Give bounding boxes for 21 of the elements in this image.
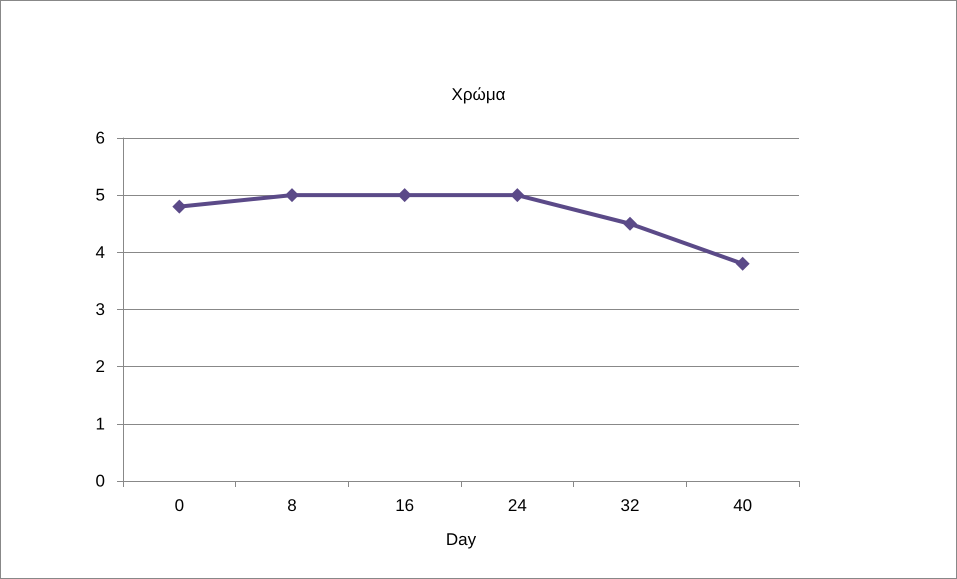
point <box>172 200 186 214</box>
y-tick-label: 6 <box>96 128 105 148</box>
point <box>510 188 524 202</box>
x-tick-label: 16 <box>395 496 414 515</box>
point <box>398 188 412 202</box>
x-tick-label: 40 <box>733 496 752 515</box>
chart-title: Χρώμα <box>452 85 506 104</box>
point <box>285 188 299 202</box>
y-tick-label: 1 <box>96 414 105 434</box>
y-tick-label: 2 <box>96 357 105 376</box>
y-tick-label: 4 <box>96 242 105 262</box>
x-tick-label: 32 <box>620 496 640 515</box>
x-axis-title: Day <box>446 530 477 549</box>
x-tick-label: 8 <box>287 496 297 515</box>
x-tick-label: 0 <box>174 496 184 515</box>
y-tick-label: 0 <box>96 472 105 490</box>
y-tick-label: 3 <box>96 300 105 319</box>
point <box>736 256 750 271</box>
x-tick-label: 24 <box>508 496 527 515</box>
y-tick-label: 5 <box>96 186 105 205</box>
point <box>623 216 637 231</box>
